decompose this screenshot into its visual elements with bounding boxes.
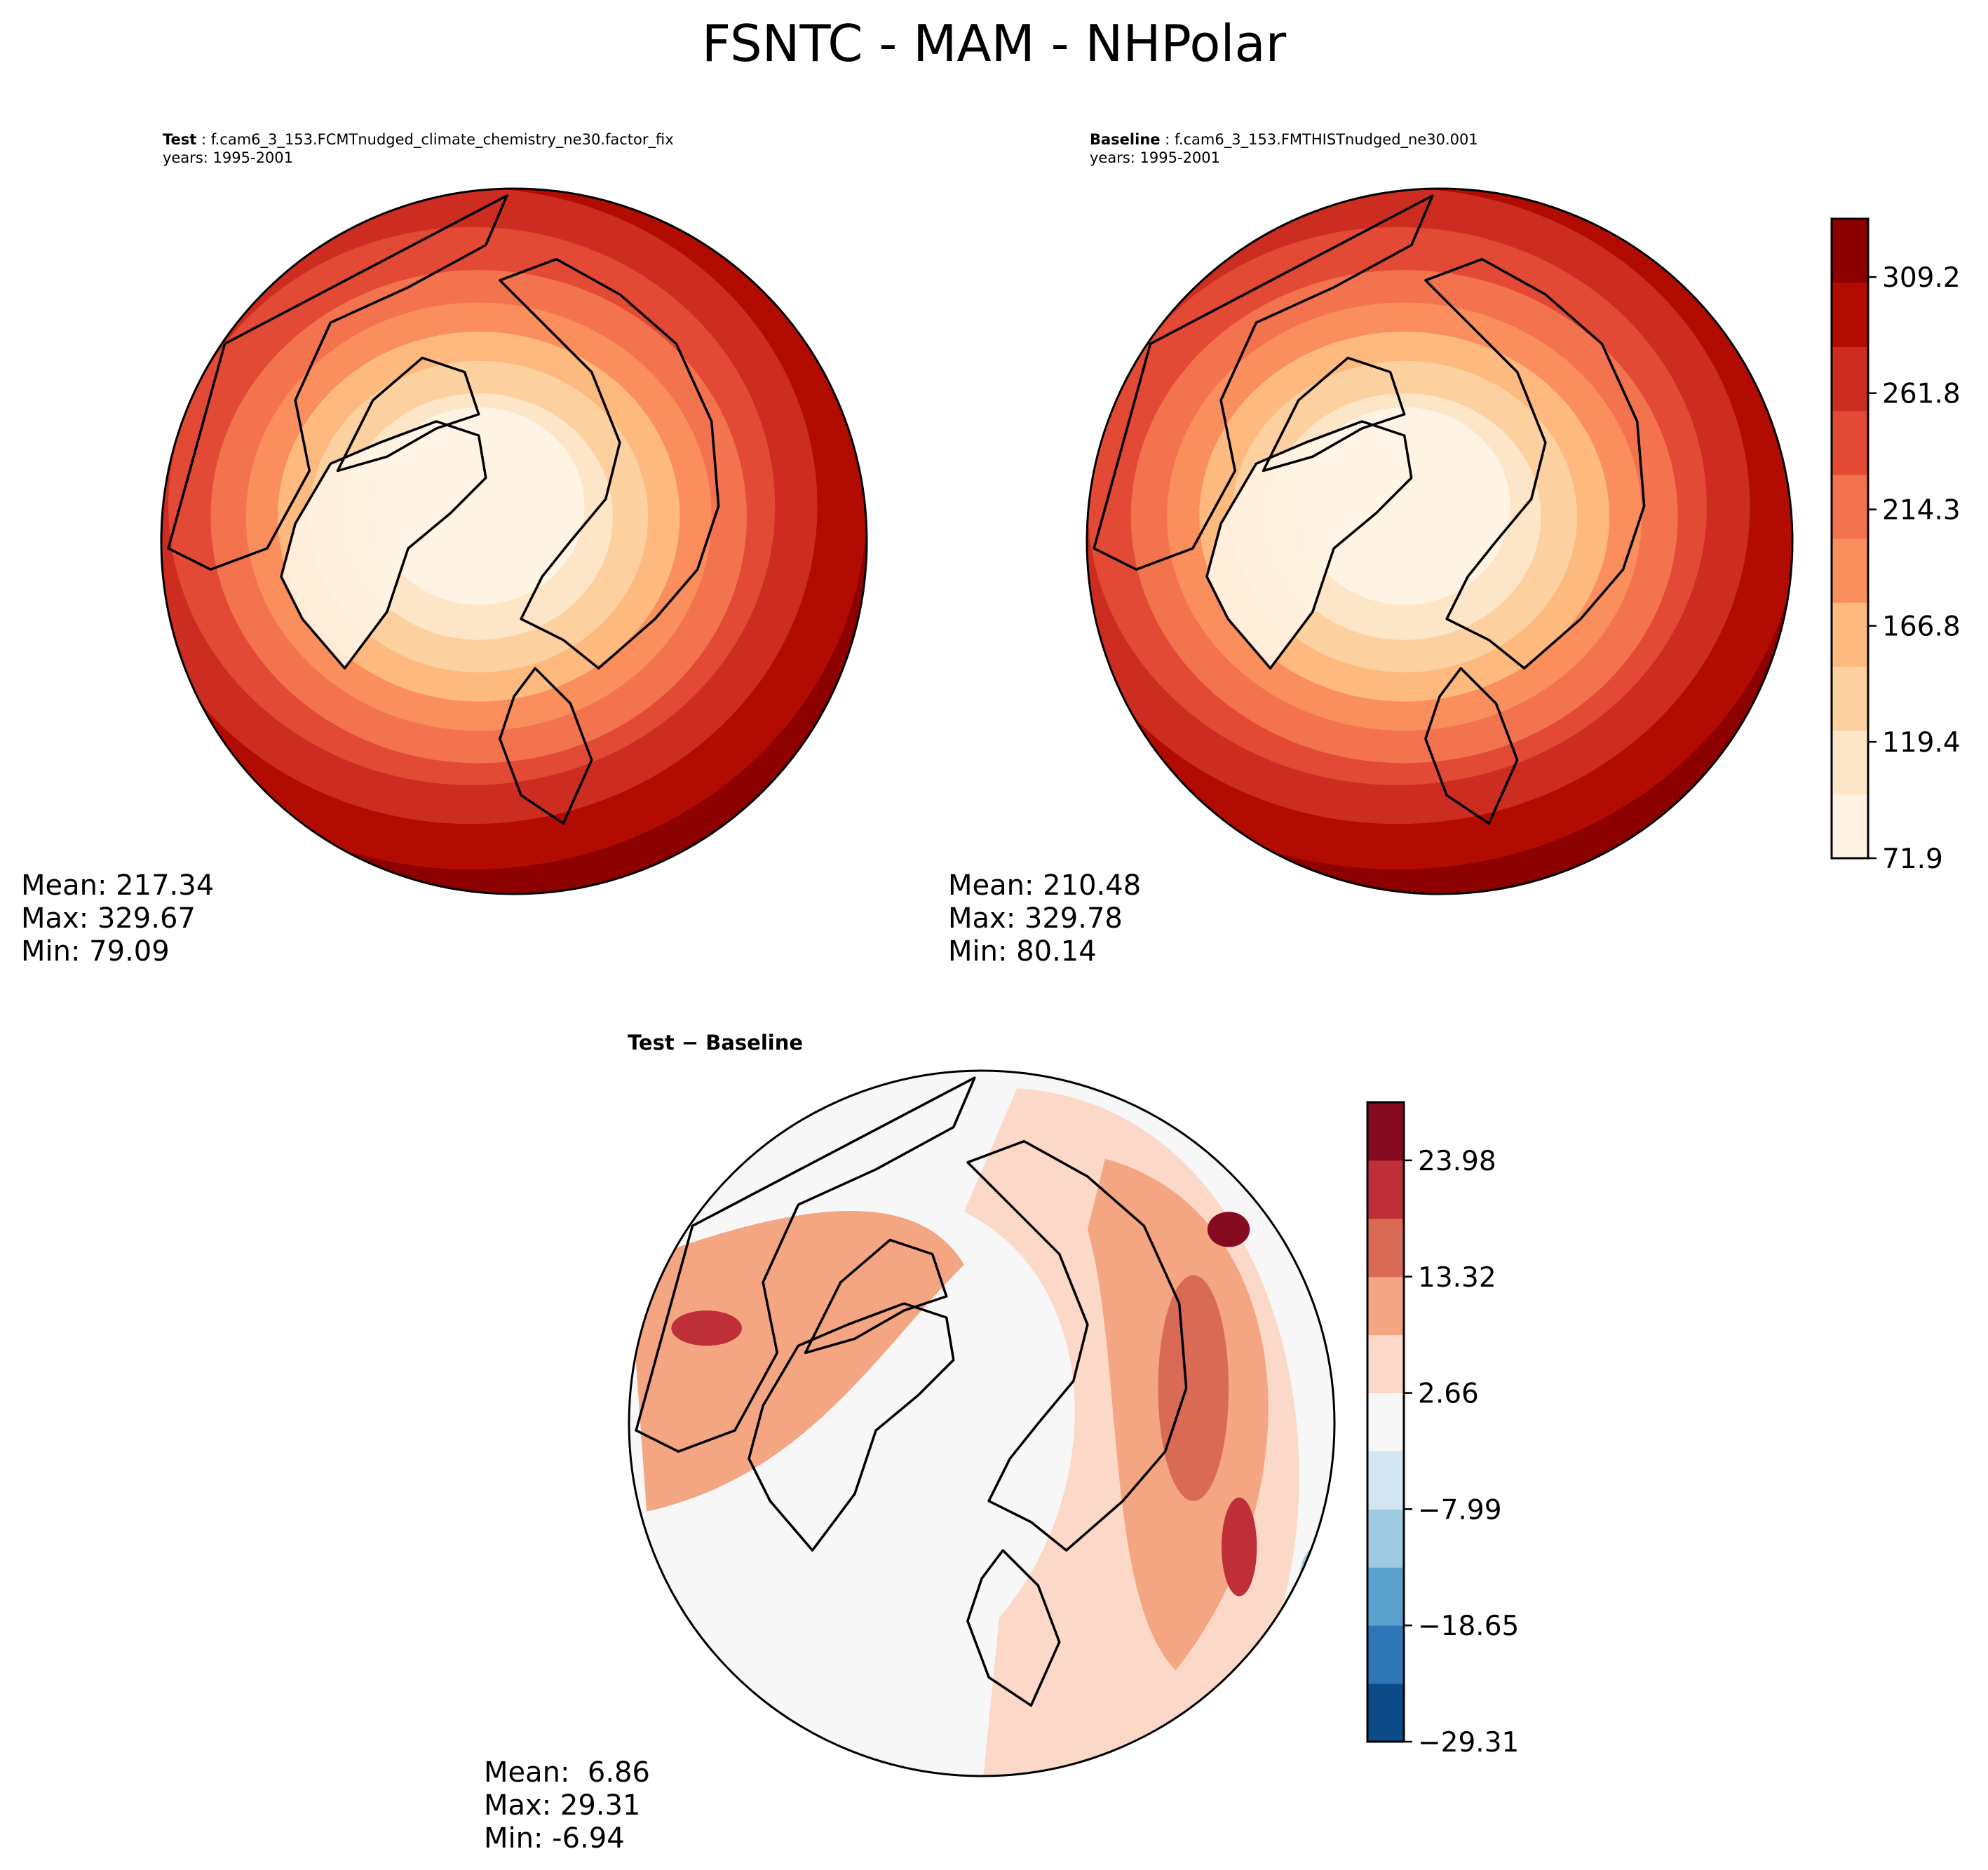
baseline-stats: Mean: 210.48 Max: 329.78 Min: 80.14 bbox=[948, 869, 1141, 968]
baseline-map bbox=[1086, 187, 1794, 895]
baseline-label: Baseline bbox=[1090, 131, 1161, 148]
absolute-colorbar-level-4 bbox=[1832, 538, 1868, 603]
baseline-years: years: 1995-2001 bbox=[1090, 149, 1221, 166]
test-coast-scandinavia bbox=[499, 667, 593, 825]
absolute-colorbar-level-8 bbox=[1832, 283, 1868, 347]
test-coast-greenland bbox=[280, 420, 487, 670]
test-panel-title: Test : f.cam6_3_153.FCMTnudged_climate_c… bbox=[163, 130, 674, 167]
diff-coast-archipelago bbox=[804, 1238, 948, 1355]
diff-colorbar: −29.31 −18.65 −7.99 2.66 13.32 23.98 bbox=[1366, 1101, 1519, 1759]
diff-colorbar-level-9 bbox=[1367, 1160, 1404, 1219]
diff-region-peak-2 bbox=[1207, 1212, 1250, 1247]
diff-max: Max: 29.31 bbox=[484, 1789, 641, 1822]
diff-coast-namerica bbox=[635, 1076, 976, 1453]
test-map bbox=[160, 187, 868, 895]
diff-colorbar-level-6 bbox=[1367, 1334, 1404, 1394]
diff-coast-eurasia bbox=[966, 1139, 1188, 1552]
test-mean: Mean: 217.34 bbox=[21, 869, 215, 902]
test-stats: Mean: 217.34 Max: 329.67 Min: 79.09 bbox=[21, 869, 214, 968]
diff-colorbar-tick-label-5: 23.98 bbox=[1418, 1146, 1496, 1177]
baseline-coast-greenland bbox=[1205, 420, 1413, 670]
test-label-sep: : bbox=[196, 131, 211, 148]
baseline-mean: Mean: 210.48 bbox=[948, 869, 1142, 902]
diff-coast-greenland bbox=[748, 1302, 955, 1552]
figure-title: FSNTC - MAM - NHPolar bbox=[701, 14, 1287, 73]
test-min: Min: 79.09 bbox=[21, 935, 170, 968]
absolute-colorbar-level-2 bbox=[1832, 666, 1868, 731]
baseline-coast-namerica bbox=[1093, 194, 1434, 571]
absolute-colorbar: 71.9 119.4 166.8 214.3 261.8 309.2 bbox=[1830, 217, 1961, 875]
diff-colorbar-tick-label-2: −7.99 bbox=[1418, 1494, 1502, 1526]
diff-min: Min: -6.94 bbox=[484, 1822, 625, 1855]
test-coast-archipelago bbox=[336, 356, 480, 473]
test-label: Test bbox=[163, 131, 197, 148]
diff-colorbar-level-10 bbox=[1367, 1102, 1404, 1161]
baseline-coast-archipelago bbox=[1262, 356, 1406, 473]
diff-colorbar-level-2 bbox=[1367, 1567, 1404, 1626]
test-coast-eurasia bbox=[499, 257, 720, 670]
absolute-colorbar-tick-label-4: 261.8 bbox=[1882, 379, 1961, 410]
diff-coast-scandinavia bbox=[966, 1549, 1061, 1707]
diff-panel-title: Test − Baseline bbox=[628, 1031, 804, 1055]
baseline-boundary bbox=[1086, 187, 1794, 895]
diff-colorbar-level-7 bbox=[1367, 1276, 1404, 1336]
test-years: years: 1995-2001 bbox=[163, 149, 294, 166]
diff-mean: Mean: 6.86 bbox=[484, 1756, 650, 1789]
diff-colorbar-level-4 bbox=[1367, 1451, 1404, 1510]
diff-colorbar-tick-label-0: −29.31 bbox=[1418, 1727, 1519, 1759]
baseline-case-name: f.cam6_3_153.FMTHISTnudged_ne30.001 bbox=[1174, 131, 1478, 148]
diff-colorbar-level-5 bbox=[1367, 1393, 1404, 1451]
test-field bbox=[161, 189, 867, 894]
diff-map bbox=[628, 1069, 1336, 1777]
absolute-colorbar-level-7 bbox=[1832, 346, 1868, 412]
baseline-max: Max: 329.78 bbox=[948, 902, 1123, 935]
diff-region-eurasia-strong bbox=[1158, 1275, 1229, 1501]
absolute-colorbar-tick-label-1: 119.4 bbox=[1882, 727, 1961, 759]
diff-stats: Mean: 6.86 Max: 29.31 Min: -6.94 bbox=[484, 1756, 650, 1855]
baseline-label-sep: : bbox=[1160, 131, 1175, 148]
diff-colorbar-tick-label-3: 2.66 bbox=[1418, 1378, 1479, 1410]
absolute-colorbar-tick-label-2: 166.8 bbox=[1882, 611, 1961, 643]
absolute-colorbar-tick-label-3: 214.3 bbox=[1882, 495, 1961, 527]
diff-boundary bbox=[628, 1069, 1336, 1777]
absolute-colorbar-level-3 bbox=[1832, 602, 1868, 667]
baseline-greenland-fill bbox=[1207, 421, 1412, 669]
test-max: Max: 329.67 bbox=[21, 902, 196, 935]
baseline-coast-scandinavia bbox=[1424, 667, 1519, 825]
diff-colorbar-frame bbox=[1366, 1101, 1405, 1743]
absolute-colorbar-tick-label-0: 71.9 bbox=[1882, 843, 1943, 875]
absolute-colorbar-level-9 bbox=[1832, 219, 1868, 283]
test-coast-namerica bbox=[167, 194, 508, 571]
diff-region-peak-3 bbox=[671, 1310, 742, 1346]
diff-region-america bbox=[629, 1211, 964, 1512]
baseline-min: Min: 80.14 bbox=[948, 935, 1097, 968]
absolute-colorbar-tick-label-5: 309.2 bbox=[1882, 262, 1961, 294]
baseline-panel-title: Baseline : f.cam6_3_153.FMTHISTnudged_ne… bbox=[1090, 130, 1478, 167]
test-case-name: f.cam6_3_153.FCMTnudged_climate_chemistr… bbox=[210, 131, 674, 148]
absolute-colorbar-level-6 bbox=[1832, 410, 1868, 475]
test-boundary bbox=[160, 187, 868, 895]
absolute-colorbar-level-5 bbox=[1832, 474, 1868, 539]
diff-field bbox=[629, 1071, 1334, 1776]
diff-colorbar-tick-label-1: −18.65 bbox=[1418, 1611, 1519, 1642]
diff-colorbar-tick-label-4: 13.32 bbox=[1418, 1262, 1496, 1294]
absolute-colorbar-level-1 bbox=[1832, 730, 1868, 795]
test-greenland-fill bbox=[281, 421, 486, 669]
baseline-coast-eurasia bbox=[1424, 257, 1646, 670]
diff-colorbar-level-8 bbox=[1367, 1218, 1404, 1278]
baseline-field bbox=[1087, 189, 1792, 894]
diff-colorbar-level-1 bbox=[1367, 1625, 1404, 1684]
diff-colorbar-level-0 bbox=[1367, 1683, 1404, 1742]
absolute-colorbar-frame bbox=[1830, 217, 1869, 860]
diff-colorbar-level-3 bbox=[1367, 1509, 1404, 1568]
diff-region-negative bbox=[1299, 1547, 1334, 1618]
diff-region-peak-1 bbox=[1222, 1497, 1257, 1597]
absolute-colorbar-level-0 bbox=[1832, 794, 1868, 859]
